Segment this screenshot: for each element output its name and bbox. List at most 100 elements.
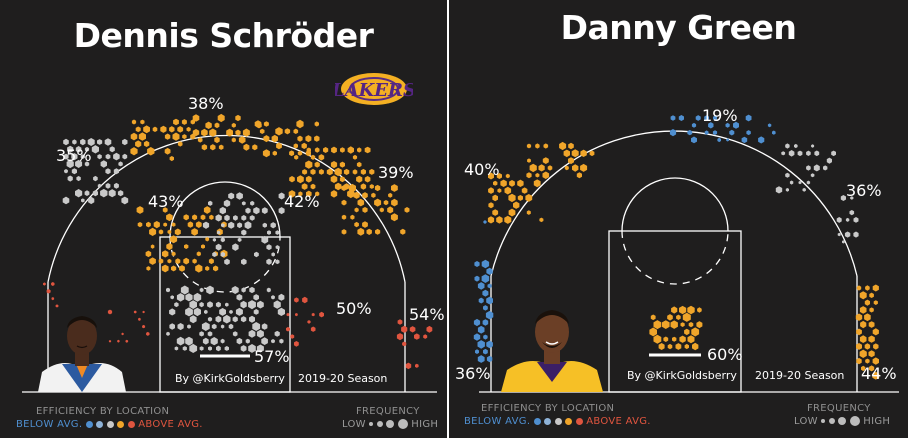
- shot-hex: [278, 192, 285, 200]
- shot-hex: [208, 258, 214, 265]
- shot-hex: [130, 147, 138, 156]
- shot-hex: [492, 209, 499, 216]
- shot-hex: [257, 300, 264, 309]
- legend-dot: [85, 420, 93, 428]
- shot-hex: [63, 153, 69, 160]
- shot-hex: [210, 337, 218, 346]
- shot-hex: [71, 168, 77, 175]
- shot-hex: [691, 327, 700, 337]
- shot-hex: [826, 157, 832, 164]
- shot-hex: [170, 235, 178, 244]
- shot-hex: [364, 146, 371, 154]
- legend-dot: [117, 420, 125, 428]
- shot-hex: [64, 169, 68, 174]
- legend-dot: [106, 420, 114, 428]
- shot-hex: [662, 320, 670, 329]
- shot-hex: [667, 343, 673, 350]
- shot-hex: [117, 339, 120, 343]
- shot-hex: [179, 265, 185, 272]
- shot-hex: [121, 196, 129, 205]
- shot-hex: [474, 261, 480, 267]
- shot-hex: [231, 137, 236, 143]
- shot-hex: [43, 282, 46, 286]
- shot-hex: [678, 115, 684, 121]
- shot-hex: [177, 141, 183, 147]
- shot-hex: [415, 363, 419, 368]
- shot-hex: [529, 163, 537, 173]
- shot-hex: [872, 284, 879, 292]
- panel-danny-green: Danny Green 40% 19% 36% 36% 44% 60% By @…: [449, 0, 908, 438]
- shot-hex: [295, 313, 298, 317]
- shot-hex: [785, 188, 789, 192]
- shot-hex: [183, 214, 189, 221]
- shot-hex: [859, 349, 867, 358]
- shot-hex: [348, 183, 356, 193]
- shot-hex: [241, 258, 247, 265]
- shot-hex: [118, 161, 123, 167]
- shot-hex: [184, 244, 189, 249]
- shot-hex: [208, 200, 213, 206]
- shot-hex: [223, 199, 231, 207]
- shot-hex: [543, 143, 549, 149]
- shot-hex: [576, 172, 582, 179]
- shot-hex: [692, 342, 699, 351]
- shot-hex: [223, 314, 231, 324]
- shot-hex: [314, 135, 320, 142]
- shot-hex: [131, 119, 137, 125]
- shot-hex: [314, 147, 320, 153]
- shot-hex: [80, 154, 85, 159]
- shot-hex: [297, 175, 304, 184]
- shot-hex: [330, 161, 338, 169]
- shot-hex: [712, 130, 718, 135]
- shot-hex: [189, 315, 197, 324]
- shot-hex: [713, 115, 717, 121]
- shot-hex: [66, 159, 74, 169]
- shot-hex: [315, 191, 320, 197]
- shot-hex: [278, 207, 285, 215]
- shot-hex: [236, 192, 243, 200]
- shot-hex: [653, 334, 662, 344]
- shot-hex: [271, 295, 275, 300]
- shot-hex: [535, 173, 540, 178]
- shot-hex: [663, 336, 669, 342]
- shot-hex: [357, 227, 365, 236]
- shot-hex: [245, 338, 250, 344]
- shot-hex: [334, 182, 342, 191]
- shot-hex: [204, 309, 208, 314]
- shot-hex: [125, 339, 129, 343]
- shot-hex: [228, 192, 235, 200]
- shot-hex: [183, 257, 190, 265]
- shot-hex: [310, 168, 316, 175]
- shot-hex: [405, 362, 412, 370]
- legend-dot: [544, 417, 552, 425]
- legend-dot: [838, 417, 847, 425]
- shot-hexes-left: [43, 113, 433, 370]
- shot-hex: [371, 192, 376, 198]
- lakers-logo: LAKERS: [335, 73, 413, 105]
- shot-hex: [842, 240, 845, 244]
- shot-hex: [423, 334, 428, 339]
- shot-hex: [219, 206, 226, 215]
- shot-hex: [339, 176, 345, 183]
- shot-hex: [670, 320, 678, 329]
- shot-hex: [263, 135, 270, 143]
- shot-hex: [785, 143, 790, 149]
- shot-hex: [869, 292, 874, 298]
- shot-hex: [733, 121, 739, 129]
- shot-hex: [135, 140, 142, 148]
- shot-hex: [166, 213, 173, 222]
- shot-hex: [237, 222, 243, 229]
- shot-hex: [275, 259, 280, 265]
- shot-hex: [844, 231, 851, 238]
- shot-hex: [483, 305, 488, 311]
- shot-hex: [505, 173, 510, 179]
- shot-hex: [568, 142, 574, 150]
- shot-hex: [679, 305, 687, 315]
- legend-below: BELOW AVG.: [464, 416, 531, 427]
- shot-hex: [357, 198, 365, 207]
- shot-hex: [164, 147, 171, 155]
- shot-hex: [483, 334, 488, 340]
- shot-hex: [538, 164, 545, 172]
- shot-hex: [542, 171, 550, 179]
- shot-hex: [314, 161, 320, 168]
